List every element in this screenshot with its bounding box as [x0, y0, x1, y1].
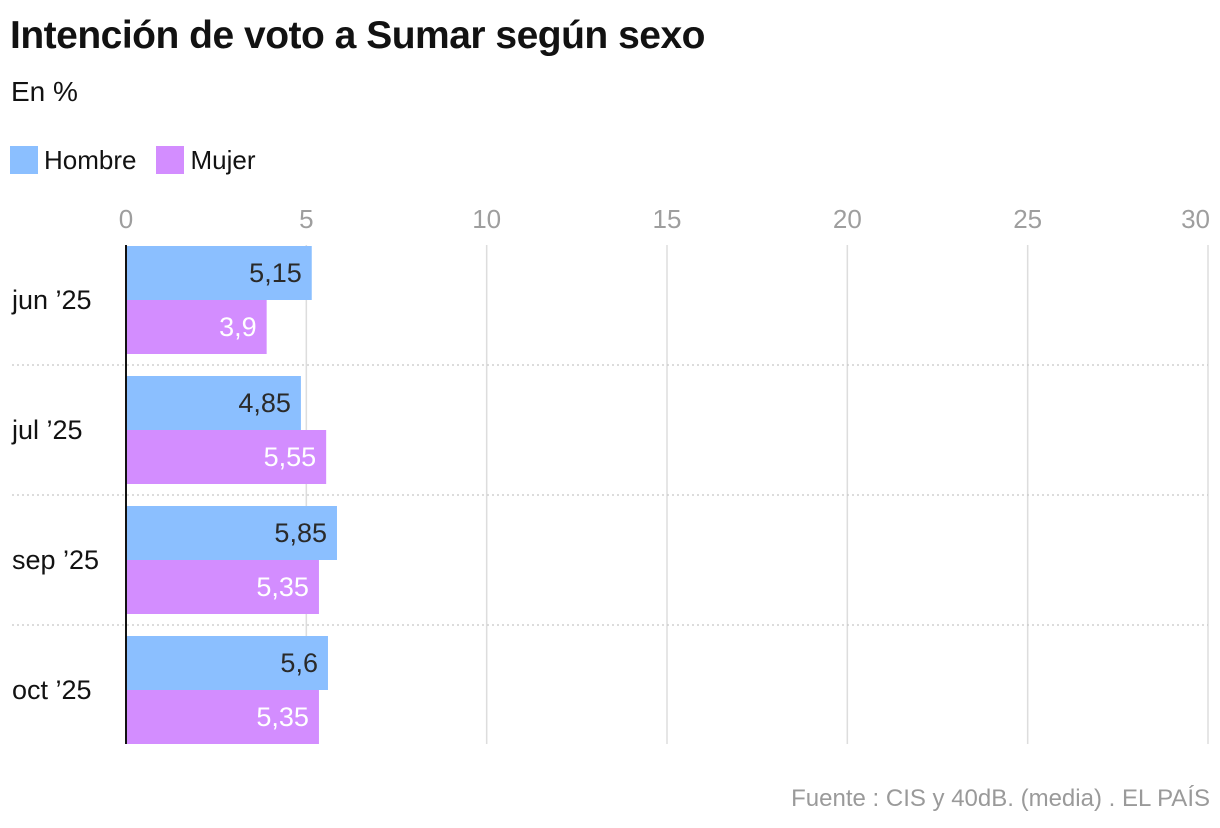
y-category-label: oct ’25	[12, 675, 92, 705]
bar-value-label: 3,9	[219, 312, 257, 342]
source-note: Fuente : CIS y 40dB. (media) . EL PAÍS	[791, 785, 1210, 812]
x-tick-label: 5	[299, 204, 313, 234]
legend-label-hombre: Hombre	[44, 144, 137, 175]
legend-label-mujer: Mujer	[190, 144, 256, 175]
bar-value-label: 5,6	[280, 648, 318, 678]
bar-hombre	[126, 246, 312, 300]
x-tick-label: 0	[119, 204, 133, 234]
bar-value-label: 5,35	[256, 702, 309, 732]
legend-swatch-hombre	[10, 146, 38, 174]
legend-item-hombre: Hombre	[10, 145, 136, 176]
bar-hombre	[126, 376, 301, 430]
chart-title: Intención de voto a Sumar según sexo	[10, 14, 706, 57]
bar-hombre	[126, 636, 328, 690]
y-category-label: jul ’25	[11, 415, 83, 445]
y-category-label: jun ’25	[11, 285, 92, 315]
x-tick-label: 10	[472, 204, 501, 234]
legend-item-mujer: Mujer	[156, 144, 256, 176]
x-tick-label: 20	[833, 204, 862, 234]
x-tick-label: 30	[1181, 204, 1210, 234]
bar-value-label: 5,55	[264, 442, 317, 472]
bar-value-label: 5,15	[249, 258, 302, 288]
bar-mujer	[126, 300, 267, 354]
bar-hombre	[126, 506, 337, 560]
bar-value-label: 5,35	[256, 572, 309, 602]
x-tick-label: 25	[1013, 204, 1042, 234]
bar-value-label: 4,85	[238, 388, 291, 418]
bar-mujer	[126, 690, 319, 744]
chart-subtitle: En %	[11, 76, 78, 107]
bar-mujer	[126, 430, 327, 484]
x-tick-label: 15	[653, 204, 682, 234]
bar-value-label: 5,85	[274, 518, 327, 548]
y-category-label: sep ’25	[12, 545, 99, 575]
legend-swatch-mujer	[156, 146, 185, 174]
bar-mujer	[126, 560, 319, 614]
legend: Hombre Mujer	[10, 144, 276, 176]
